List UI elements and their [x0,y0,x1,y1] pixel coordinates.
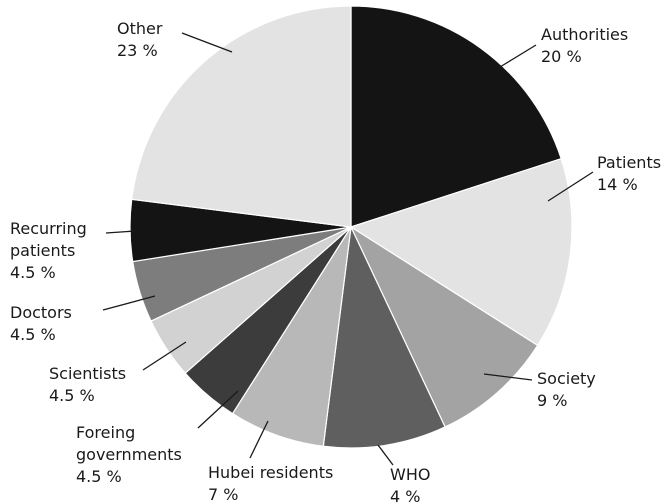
slice-label: Recurring patients 4.5 % [10,219,87,282]
pie-slice [350,5,562,228]
slice-percent: 4.5 % [10,325,56,344]
slice-name: Hubei residents [208,463,333,482]
slice-label: Foreing governments 4.5 % [76,423,182,486]
slice-name: Authorities [541,25,628,44]
leader-line [142,341,187,371]
slice-name: Foreing [76,423,135,442]
slice-name: Scientists [49,364,126,383]
slice-labels: Authorities 20 % Patients 14 % Society 9 % WHO… [10,19,661,504]
slice-name: Other [117,19,163,38]
slice-label: Other 23 % [117,19,163,60]
slice-percent: 4 % [390,487,420,504]
slice-percent: 4.5 % [76,467,122,486]
leader-line [499,44,537,68]
slice-name: Society [537,369,596,388]
slice-label: Patients 14 % [597,153,661,194]
pie-slice [322,224,446,449]
leader-line [102,295,156,311]
leader-line [249,420,269,459]
pie-slice [349,157,573,347]
slice-label: Authorities 20 % [541,25,628,66]
slice-name: WHO [390,465,430,484]
leader-line [197,390,239,429]
leader-line [105,230,136,234]
slice-percent: 7 % [208,485,238,504]
slice-percent: 23 % [117,41,158,60]
slice-percent: 20 % [541,47,582,66]
slice-name: Doctors [10,303,72,322]
slice-name: Recurring [10,219,87,238]
leader-line [483,373,533,381]
slice-percent: 14 % [597,175,638,194]
leader-line [181,32,233,53]
pie-slice [131,5,352,228]
slice-label: Doctors 4.5 % [10,303,72,344]
slice-percent: 4.5 % [49,386,95,405]
slice-label: WHO 4 % [390,465,430,504]
slice-percent: 4.5 % [10,263,56,282]
slice-name: governments [76,445,182,464]
slice-name: patients [10,241,75,260]
pie-slice [349,225,539,428]
slice-label: Society 9 % [537,369,596,410]
slice-name: Patients [597,153,661,172]
leader-line [547,171,594,202]
leader-line [377,444,394,466]
slice-label: Hubei residents 7 % [208,463,333,504]
slice-percent: 9 % [537,391,567,410]
slice-label: Scientists 4.5 % [49,364,126,405]
pie-slices [129,5,573,449]
